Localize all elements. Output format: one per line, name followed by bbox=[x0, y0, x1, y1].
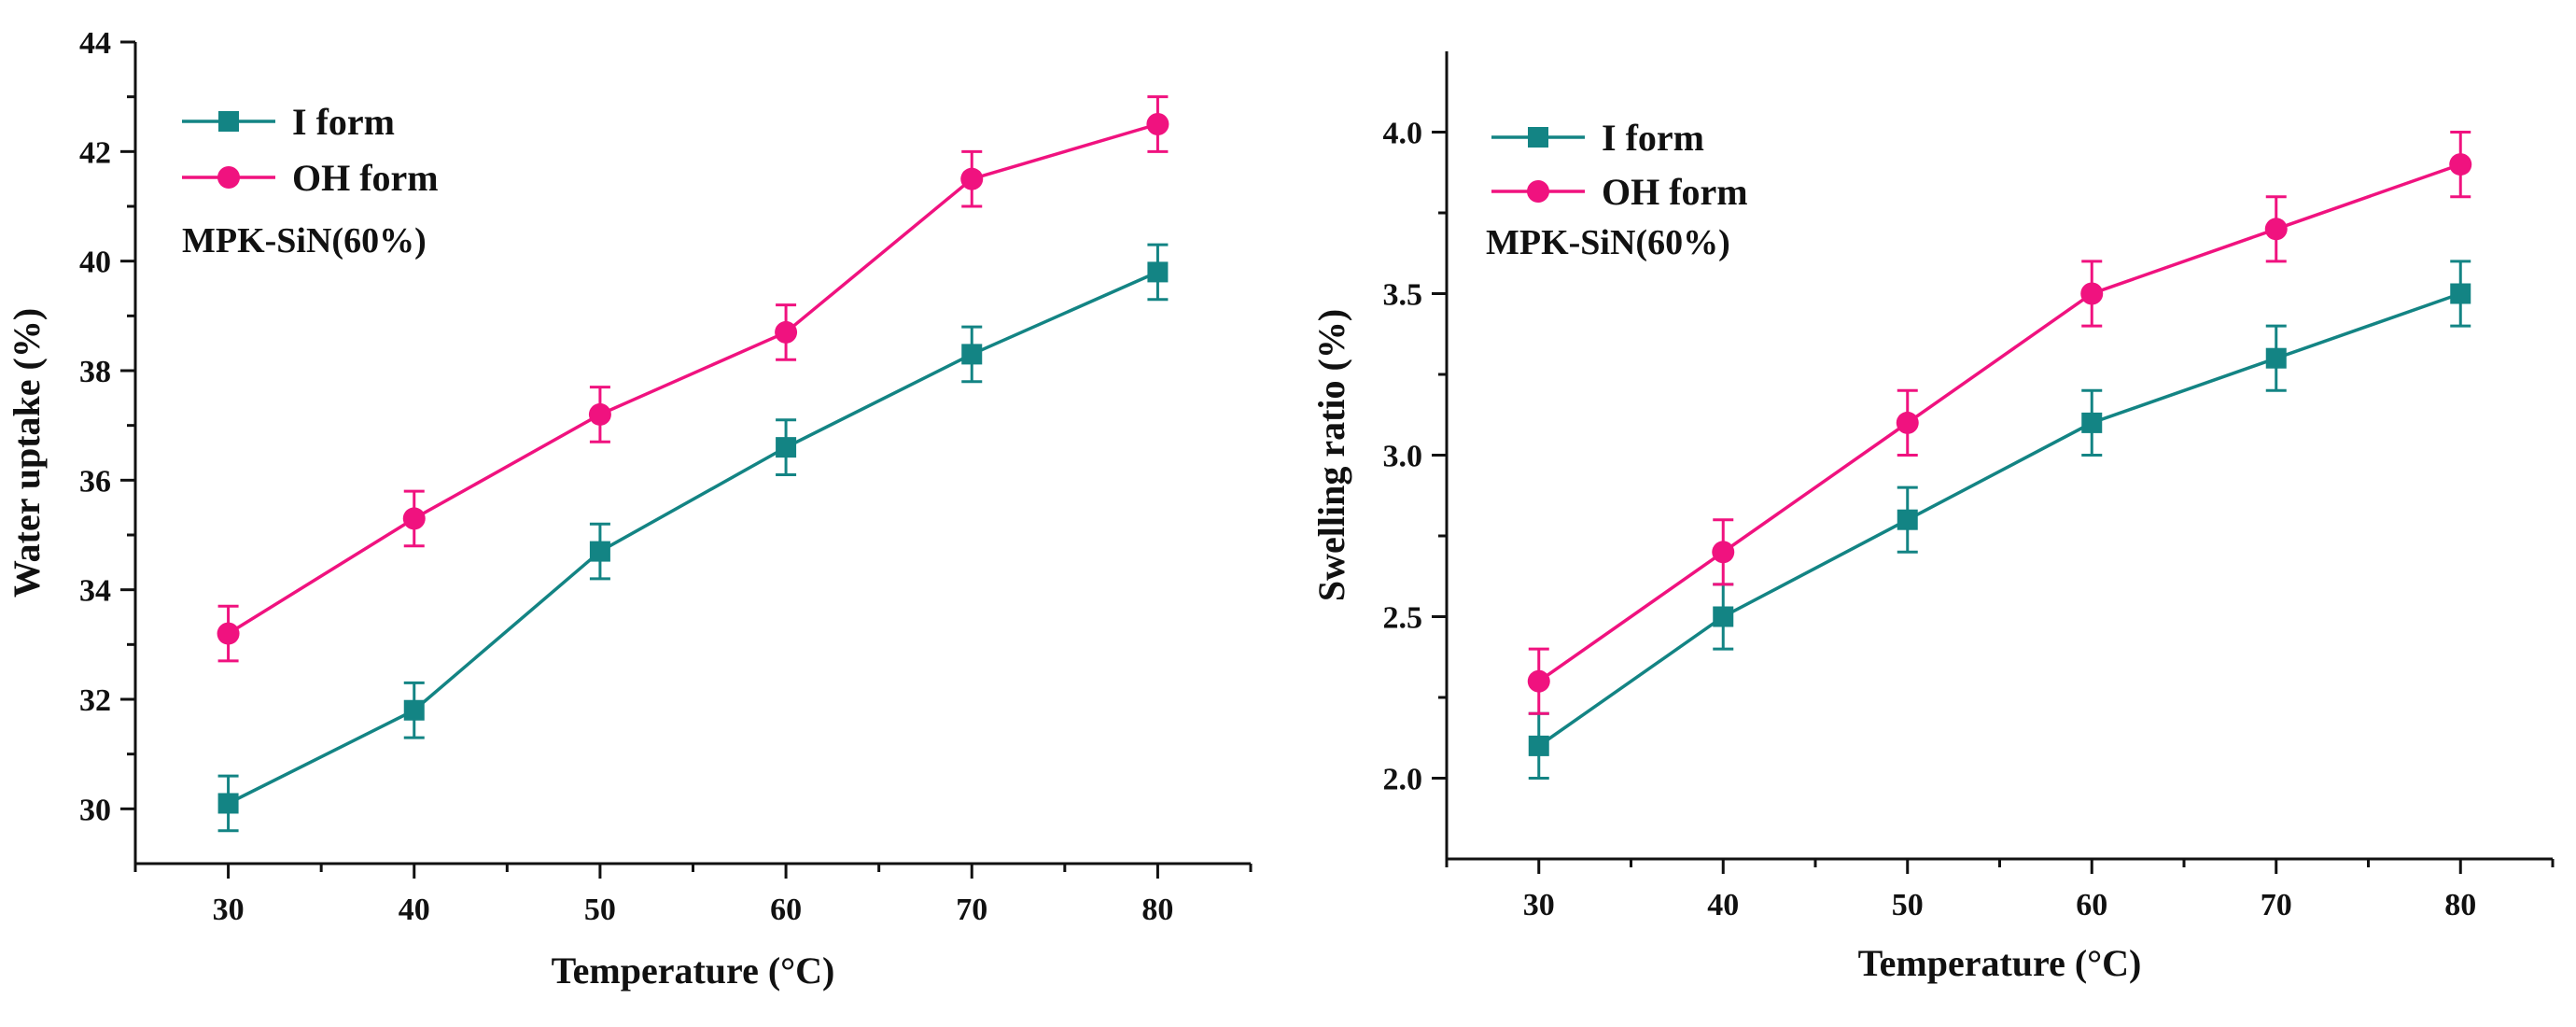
legend-marker bbox=[1527, 180, 1549, 203]
legend-label: OH form bbox=[292, 157, 439, 199]
data-point bbox=[402, 507, 426, 530]
data-point bbox=[775, 320, 798, 344]
y-tick-label: 2.0 bbox=[1383, 763, 1423, 797]
legend-label: I form bbox=[292, 101, 395, 143]
y-tick-label: 30 bbox=[79, 793, 111, 827]
x-tick-label: 40 bbox=[399, 893, 430, 927]
legend-label: OH form bbox=[1602, 171, 1748, 213]
series-oh-form bbox=[217, 95, 1169, 663]
data-point bbox=[1896, 411, 1919, 434]
x-tick-label: 70 bbox=[2261, 888, 2292, 922]
x-tick-label: 30 bbox=[213, 893, 245, 927]
data-point bbox=[403, 699, 425, 721]
data-point bbox=[1713, 606, 1734, 627]
legend: I form OH form bbox=[182, 101, 439, 199]
y-tick-label: 36 bbox=[79, 464, 111, 499]
data-point bbox=[1146, 113, 1169, 135]
data-point bbox=[1147, 261, 1169, 283]
y-tick-label: 3.0 bbox=[1383, 440, 1423, 474]
x-axis-title: Temperature (°C) bbox=[1858, 942, 2142, 984]
data-point bbox=[960, 167, 984, 190]
y-tick-label: 32 bbox=[79, 683, 111, 718]
data-point bbox=[588, 402, 611, 426]
data-point bbox=[1528, 735, 1549, 756]
data-point bbox=[776, 437, 797, 458]
data-point bbox=[1527, 669, 1550, 693]
x-tick-label: 50 bbox=[584, 893, 616, 927]
data-point bbox=[2080, 282, 2104, 305]
data-point bbox=[1712, 541, 1735, 564]
sample-annotation: MPK-SiN(60%) bbox=[1486, 223, 1730, 262]
data-point bbox=[217, 622, 240, 645]
y-tick-label: 2.5 bbox=[1383, 601, 1423, 636]
series-line bbox=[1537, 291, 2461, 748]
series-line bbox=[227, 122, 1158, 636]
x-tick-label: 60 bbox=[2076, 888, 2107, 922]
x-tick-label: 30 bbox=[1523, 888, 1555, 922]
y-axis-title: Water uptake (%) bbox=[6, 308, 48, 598]
x-tick-label: 80 bbox=[1141, 893, 1173, 927]
series-line bbox=[1537, 162, 2461, 683]
y-tick-label: 4.0 bbox=[1383, 117, 1423, 151]
chart-2: 30 40 50 60 70 80 2.0 2.5 3.0 3.5 4.0 Temperature (… bbox=[1310, 51, 2555, 984]
chart-1: 30 40 50 60 70 80 30 32 34 36 38 40 42 44 Temperature … bbox=[6, 26, 1253, 992]
x-tick-label: 80 bbox=[2444, 888, 2476, 922]
data-point bbox=[1897, 509, 1918, 530]
data-point bbox=[2450, 283, 2471, 304]
y-tick-label: 38 bbox=[79, 355, 111, 389]
legend-marker bbox=[218, 111, 239, 132]
y-tick-label: 3.5 bbox=[1383, 278, 1423, 313]
y-tick-label: 40 bbox=[79, 246, 111, 280]
y-tick-label: 44 bbox=[79, 26, 111, 61]
data-point bbox=[2265, 347, 2287, 369]
series-line bbox=[227, 270, 1159, 806]
legend-label: I form bbox=[1602, 117, 1704, 159]
series-i-form bbox=[217, 243, 1169, 833]
y-tick-label: 42 bbox=[79, 135, 111, 170]
x-tick-label: 40 bbox=[1707, 888, 1739, 922]
data-point bbox=[2449, 153, 2472, 176]
x-tick-label: 70 bbox=[956, 893, 987, 927]
data-point bbox=[2264, 218, 2288, 241]
series-oh-form bbox=[1527, 131, 2472, 715]
x-tick-label: 50 bbox=[1892, 888, 1924, 922]
legend-marker bbox=[1528, 127, 1548, 148]
data-point bbox=[589, 541, 610, 562]
legend: I form OH form bbox=[1491, 117, 1748, 213]
data-point bbox=[217, 793, 239, 814]
data-point bbox=[2081, 412, 2103, 433]
x-tick-label: 60 bbox=[770, 893, 802, 927]
legend-marker bbox=[217, 166, 240, 189]
x-axis-title: Temperature (°C) bbox=[552, 950, 835, 992]
series-i-form bbox=[1528, 260, 2471, 780]
sample-annotation: MPK-SiN(60%) bbox=[182, 221, 427, 260]
data-point bbox=[961, 344, 983, 365]
y-tick-label: 34 bbox=[79, 574, 111, 609]
y-axis-title: Swelling ratio (%) bbox=[1310, 309, 1352, 601]
